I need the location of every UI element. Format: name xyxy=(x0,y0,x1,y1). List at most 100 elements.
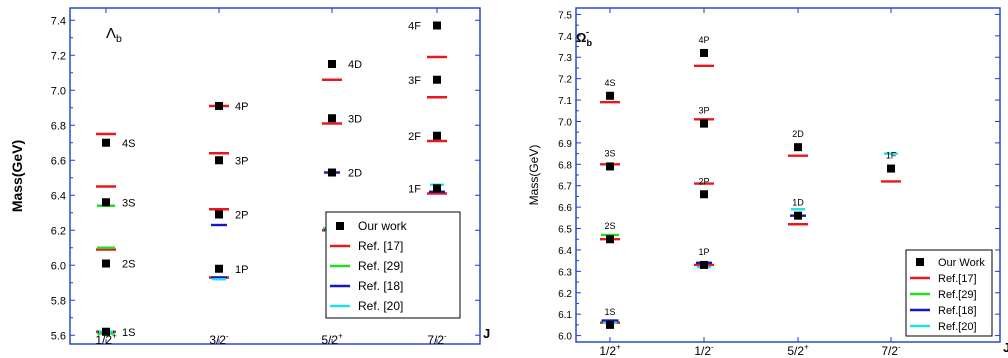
data-point xyxy=(700,48,708,57)
data-point xyxy=(102,138,110,147)
y-tick-label: 6.4 xyxy=(51,190,66,202)
y-axis-label: Mass(GeV) xyxy=(9,140,25,212)
state-label: 2D xyxy=(792,129,804,139)
legend-label: Ref.[17] xyxy=(938,273,977,285)
chart-title: Λb xyxy=(106,25,122,45)
y-tick-label: 6.7 xyxy=(558,182,572,193)
state-label: 3S xyxy=(122,197,135,209)
y-axis-label: Mass(GeV) xyxy=(527,145,541,206)
state-label: 2S xyxy=(122,259,135,271)
state-label: 3F xyxy=(408,75,421,87)
y-tick-label: 6.9 xyxy=(558,139,572,150)
y-tick-label: 7.0 xyxy=(51,85,66,97)
legend-marker xyxy=(336,222,344,230)
y-tick-label: 7.4 xyxy=(51,15,66,27)
y-tick-label: 6.8 xyxy=(558,160,572,171)
state-label: 4P xyxy=(235,101,248,113)
x-axis-label: J xyxy=(1003,340,1008,355)
legend-label: Ref. [20] xyxy=(358,299,403,313)
state-label: 3P xyxy=(698,106,709,116)
state-label: 2P xyxy=(235,210,248,222)
state-label: 2F xyxy=(408,131,421,143)
data-point xyxy=(102,327,110,336)
lambda-b-mass-chart: 5.6 5.8 6.0 6.2 6.4 6.6 6.8 7.0 7.2 7.4 1/2+ 3/2- 5/… xyxy=(9,7,490,347)
y-tick-label: 5.8 xyxy=(51,295,66,307)
y-tick-label: 6.1 xyxy=(558,310,572,321)
data-point xyxy=(215,102,223,110)
data-point xyxy=(794,143,802,152)
legend-label: Ref.[20] xyxy=(938,321,977,333)
y-tick-label: 7.4 xyxy=(558,32,572,43)
state-label: 4S xyxy=(604,78,615,88)
data-point xyxy=(215,264,223,273)
x-axis-label: J xyxy=(483,326,490,341)
y-tick-label: 7.5 xyxy=(558,10,572,21)
y-tick-label: 7.0 xyxy=(558,117,572,128)
state-label: 4S xyxy=(122,138,135,150)
x-tick-label: 5/2+ xyxy=(787,343,809,358)
data-point xyxy=(433,184,441,193)
data-point xyxy=(700,119,708,128)
omega-b-mass-chart: 6.0 6.1 6.2 6.3 6.4 6.5 6.6 6.7 6.8 6.9 7.0 7.1 7.2 7… xyxy=(527,7,1008,358)
x-tick-label: 1/2+ xyxy=(95,332,117,347)
state-label: 2D xyxy=(348,168,362,180)
y-tick-label: 7.3 xyxy=(558,53,572,64)
data-point xyxy=(102,198,110,207)
y-tick-label: 6.2 xyxy=(51,225,66,237)
data-point xyxy=(700,190,708,199)
legend-label: Ref.[18] xyxy=(938,305,977,317)
y-tick-label: 6.4 xyxy=(558,246,572,257)
x-tick-label: 7/2- xyxy=(427,332,447,347)
state-label: 3P xyxy=(235,155,248,167)
chart-title: Ωb- xyxy=(576,27,592,48)
y-tick-label: 6.0 xyxy=(51,260,66,272)
data-point xyxy=(215,210,223,219)
legend-marker xyxy=(916,258,924,266)
data-point xyxy=(215,156,223,165)
state-label: 1D xyxy=(792,198,804,208)
x-tick-label: 3/2- xyxy=(209,332,229,347)
y-tick-label: 6.0 xyxy=(558,332,572,343)
y-tick-label: 7.2 xyxy=(558,75,572,86)
state-label: 3D xyxy=(348,113,362,125)
x-tick-label: 1/2- xyxy=(694,343,714,358)
y-tick-label: 6.6 xyxy=(51,155,66,167)
state-label: 4F xyxy=(408,21,421,33)
plot-frame xyxy=(69,7,481,345)
data-point xyxy=(700,260,708,269)
state-label: 1F xyxy=(886,151,897,161)
legend-label: Our work xyxy=(358,219,408,233)
state-label: 1S xyxy=(122,327,135,339)
state-label: 4P xyxy=(698,35,709,45)
state-label: 1F xyxy=(408,183,421,195)
y-tick-label: 7.2 xyxy=(51,50,66,62)
state-label: 3S xyxy=(604,148,615,158)
y-tick-label: 5.6 xyxy=(51,330,66,342)
y-tick-label: 6.8 xyxy=(51,120,66,132)
x-tick-label: 5/2+ xyxy=(321,332,343,347)
y-tick-label: 6.2 xyxy=(558,289,572,300)
data-point xyxy=(433,131,441,140)
legend-label: Ref.[29] xyxy=(938,289,977,301)
data-point xyxy=(606,91,614,100)
data-point xyxy=(433,75,441,84)
legend-label: Ref. [29] xyxy=(358,259,403,273)
data-point xyxy=(433,21,441,30)
state-label: 2P xyxy=(698,176,709,186)
data-point xyxy=(887,164,895,173)
y-tick-label: 6.3 xyxy=(558,267,572,278)
state-label: 2S xyxy=(604,221,615,231)
y-tick-label: 7.1 xyxy=(558,96,572,107)
state-label: 1P xyxy=(235,264,248,276)
data-point xyxy=(328,168,336,177)
data-point xyxy=(102,259,110,268)
data-point xyxy=(328,114,336,123)
data-point xyxy=(794,211,802,220)
state-label: 1S xyxy=(604,307,615,317)
data-point xyxy=(606,235,614,244)
data-point xyxy=(606,162,614,171)
state-label: 4D xyxy=(348,59,362,71)
x-tick-label: 7/2- xyxy=(881,343,901,358)
data-point xyxy=(606,320,614,329)
legend-label: Ref. [17] xyxy=(358,239,403,253)
